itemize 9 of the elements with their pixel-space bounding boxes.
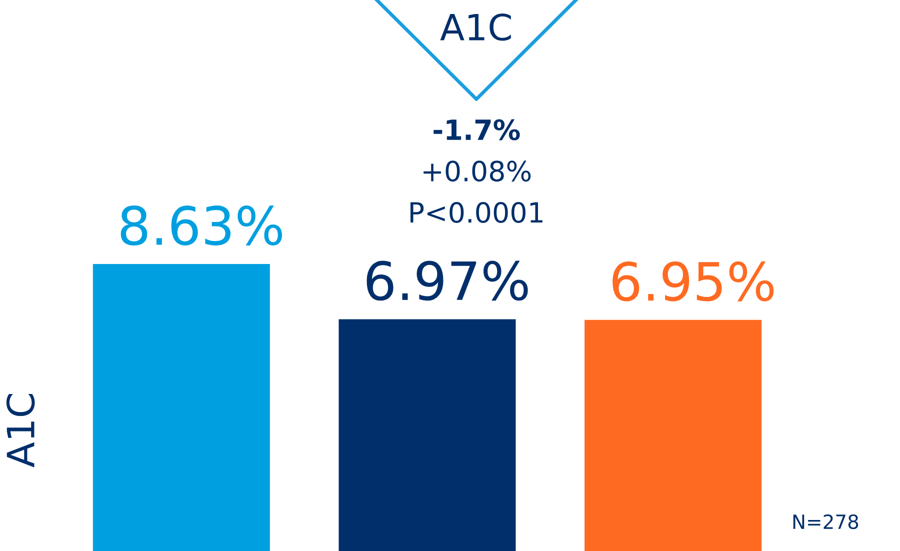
- data-label: 8.63%: [120, 206, 282, 246]
- text: A1C: [440, 13, 511, 41]
- text: +0.08%: [424, 160, 531, 182]
- data-label: 6.95%: [612, 261, 774, 302]
- y-axis-title: A1C: [6, 394, 35, 468]
- data-label: 6.97%: [366, 260, 528, 301]
- text: P<0.0001: [410, 202, 542, 223]
- text: -1.7%: [434, 119, 520, 140]
- annotation: N=278: [793, 514, 858, 530]
